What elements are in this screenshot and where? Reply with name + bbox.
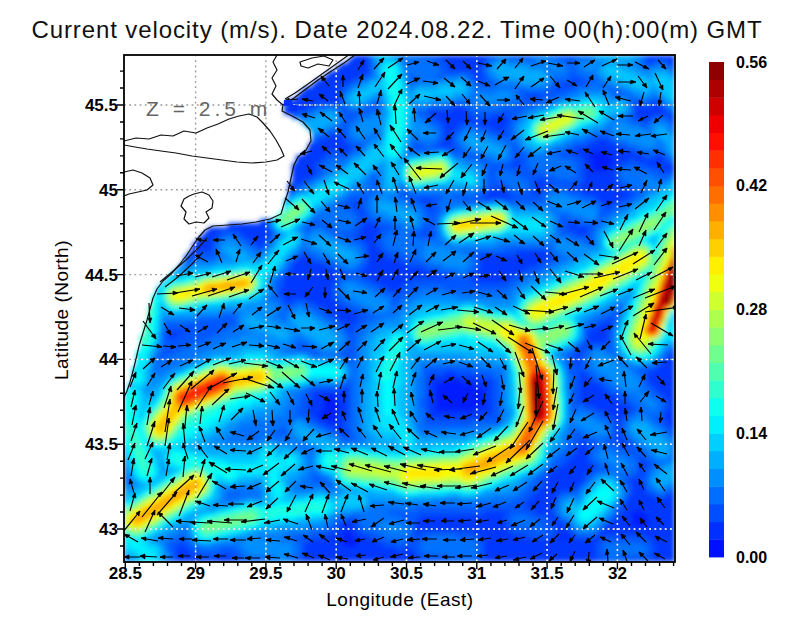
svg-text:29: 29 bbox=[186, 564, 205, 583]
svg-text:30: 30 bbox=[327, 564, 346, 583]
svg-text:0.42: 0.42 bbox=[736, 177, 767, 194]
svg-text:Longitude (East): Longitude (East) bbox=[326, 589, 473, 610]
svg-text:45.5: 45.5 bbox=[85, 96, 118, 115]
svg-text:28.5: 28.5 bbox=[109, 564, 142, 583]
svg-text:31.5: 31.5 bbox=[531, 564, 564, 583]
svg-text:Z = 2.5 m: Z = 2.5 m bbox=[146, 97, 271, 120]
svg-text:Current velocity (m/s). Date 2: Current velocity (m/s). Date 2024.08.22.… bbox=[31, 16, 762, 43]
svg-text:45: 45 bbox=[99, 181, 118, 200]
svg-text:0.00: 0.00 bbox=[736, 549, 767, 566]
svg-text:31: 31 bbox=[467, 564, 486, 583]
svg-text:Latitude (North): Latitude (North) bbox=[51, 240, 72, 380]
svg-text:43: 43 bbox=[99, 520, 118, 539]
svg-text:44: 44 bbox=[99, 350, 118, 369]
svg-text:30.5: 30.5 bbox=[390, 564, 423, 583]
svg-text:44.5: 44.5 bbox=[85, 266, 118, 285]
svg-text:29.5: 29.5 bbox=[249, 564, 282, 583]
svg-text:0.56: 0.56 bbox=[736, 54, 767, 71]
svg-text:0.28: 0.28 bbox=[736, 301, 767, 318]
svg-text:32: 32 bbox=[608, 564, 627, 583]
svg-text:0.14: 0.14 bbox=[736, 425, 767, 442]
svg-text:43.5: 43.5 bbox=[85, 435, 118, 454]
